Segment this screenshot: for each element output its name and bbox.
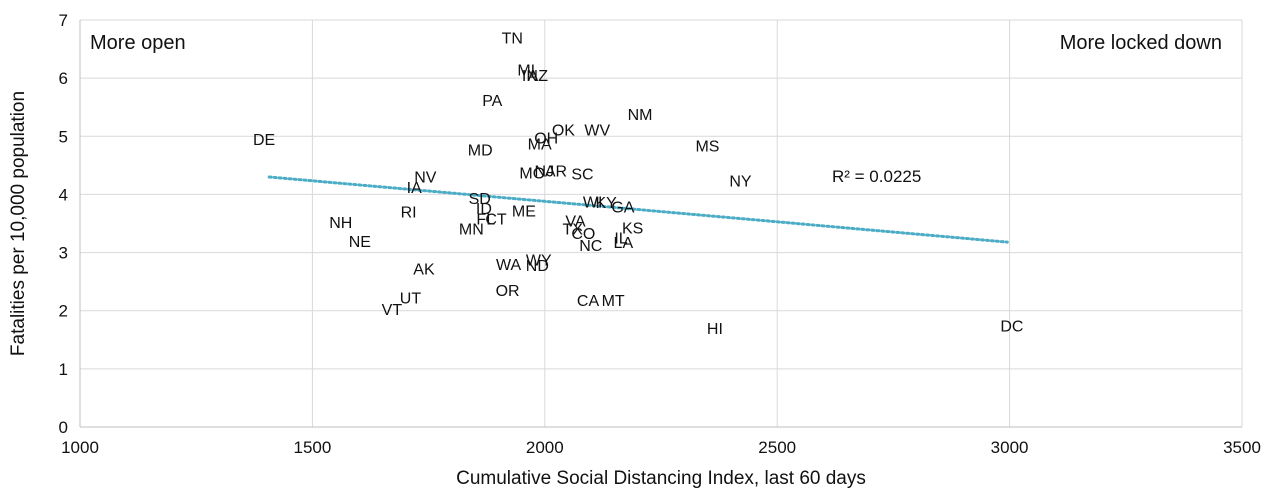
state-point-nh: NH	[329, 215, 352, 232]
state-point-wa: WA	[496, 257, 522, 274]
state-point-ca: CA	[577, 293, 600, 310]
state-point-ok: OK	[552, 122, 575, 139]
y-tick-label: 0	[59, 418, 68, 437]
state-point-sc: SC	[571, 166, 593, 183]
state-point-ri: RI	[401, 204, 417, 221]
x-tick-label: 2500	[758, 438, 796, 457]
state-point-nj: NJ	[535, 164, 555, 181]
state-point-pa: PA	[482, 93, 502, 110]
axes: 1000 1500 2000 2500 3000 3500 0 1 2 3 4 5 6 7	[59, 11, 1261, 457]
x-tick-label: 2000	[526, 438, 564, 457]
state-point-id: ID	[476, 201, 492, 218]
state-point-ia: IA	[407, 180, 422, 197]
y-tick-label: 6	[59, 69, 68, 88]
x-tick-label: 1000	[61, 438, 99, 457]
state-point-nm: NM	[628, 107, 653, 124]
x-tick-label: 1500	[293, 438, 331, 457]
state-point-de: DE	[253, 132, 275, 149]
more-locked-down-annotation: More locked down	[1060, 32, 1222, 54]
y-tick-label: 2	[59, 302, 68, 321]
trendline-group	[267, 175, 1009, 244]
state-point-tn: TN	[502, 30, 523, 47]
state-point-ms: MS	[695, 139, 719, 156]
state-point-dc: DC	[1000, 318, 1023, 335]
state-point-fl: FL	[476, 211, 495, 228]
state-point-me: ME	[512, 204, 536, 221]
x-axis-title: Cumulative Social Distancing Index, last…	[456, 468, 866, 489]
more-open-annotation: More open	[90, 32, 186, 54]
state-point-ga: GA	[611, 200, 634, 217]
state-point-nc: NC	[579, 238, 602, 255]
state-point-ks: KS	[622, 221, 643, 238]
state-point-md: MD	[468, 143, 493, 160]
state-point-nv: NV	[414, 169, 437, 186]
state-point-mn: MN	[459, 222, 484, 239]
y-tick-label: 1	[59, 360, 68, 379]
y-tick-label: 7	[59, 11, 68, 30]
state-point-wi: WI	[583, 194, 603, 211]
state-point-va: VA	[565, 214, 585, 231]
state-point-il: IL	[614, 230, 627, 247]
state-point-ky: KY	[595, 195, 617, 212]
y-tick-label: 5	[59, 127, 68, 146]
state-point-az: AZ	[528, 68, 549, 85]
state-point-ne: NE	[349, 234, 371, 251]
state-point-nd: ND	[526, 258, 549, 275]
state-point-la: LA	[614, 235, 634, 252]
state-point-wy: WY	[526, 253, 552, 270]
state-point-mo: MO	[519, 165, 545, 182]
state-point-ny: NY	[729, 173, 752, 190]
state-point-ar: AR	[545, 164, 567, 181]
state-point-mt: MT	[602, 293, 625, 310]
y-tick-label: 3	[59, 244, 68, 263]
state-point-in: IN	[522, 68, 538, 85]
state-point-tx: TX	[562, 222, 583, 239]
state-point-ut: UT	[400, 290, 422, 307]
y-tick-label: 4	[59, 185, 68, 204]
state-point-ak: AK	[413, 261, 435, 278]
state-point-mi: MI	[517, 62, 535, 79]
state-point-or: OR	[496, 283, 520, 300]
state-point-ct: CT	[485, 211, 507, 228]
r-squared-label: R² = 0.0225	[832, 167, 921, 186]
x-tick-label: 3000	[991, 438, 1029, 457]
state-point-vt: VT	[382, 302, 403, 319]
trendline	[267, 175, 1009, 244]
state-point-co: CO	[571, 226, 595, 243]
state-point-ma: MA	[528, 136, 552, 153]
grid	[80, 19, 1243, 427]
x-tick-label: 3500	[1223, 438, 1261, 457]
y-axis-title: Fatalities per 10,000 population	[8, 91, 29, 356]
state-point-oh: OH	[534, 130, 558, 147]
state-point-sd: SD	[469, 191, 491, 208]
state-point-hi: HI	[707, 321, 723, 338]
state-point-wv: WV	[584, 122, 610, 139]
